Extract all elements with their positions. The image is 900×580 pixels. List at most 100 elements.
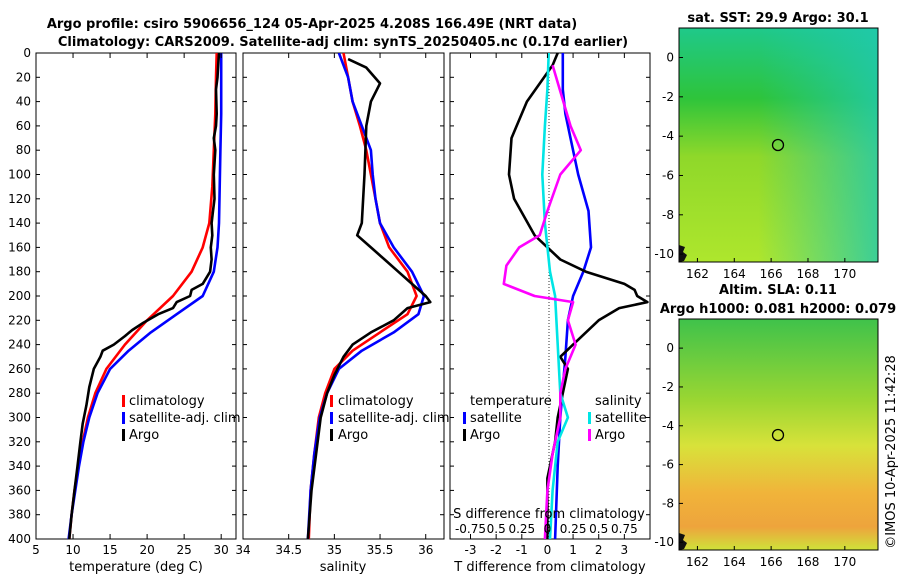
depth-tick-label: 320 <box>8 435 31 449</box>
map-lat-label: -8 <box>662 208 674 222</box>
map-lat-label: -2 <box>662 380 674 394</box>
x-tick-label: 10 <box>65 543 80 557</box>
legend-label-satellite: satellite-adj. clim <box>129 411 241 426</box>
legend-label-s-satellite: satellite <box>595 411 647 426</box>
depth-tick-label: 240 <box>8 338 31 352</box>
depth-tick-label: 400 <box>8 532 31 546</box>
depth-tick-label: 220 <box>8 313 31 327</box>
s-scale-label: 0.25 <box>560 522 587 536</box>
map-lat-label: -10 <box>654 247 674 261</box>
imos-timestamp: ©IMOS 10-Apr-2025 11:42:28 <box>884 355 899 549</box>
sst-map-land <box>679 245 687 262</box>
map-lat-label: -8 <box>662 496 674 510</box>
sla-map-axes: 0 -2 -4 -6 -8 -10 162 164 166 168 170 <box>654 341 856 569</box>
map-lon-label: 162 <box>686 267 709 281</box>
legend-swatch-climatology <box>330 395 333 407</box>
sst-map-argo-marker <box>771 138 785 152</box>
depth-tick-label: 280 <box>8 386 31 400</box>
map-lat-label: -4 <box>662 419 674 433</box>
legend-label-climatology: climatology <box>129 394 205 409</box>
legend-swatch-t-argo <box>463 429 466 441</box>
depth-tick-label: 100 <box>8 168 31 182</box>
x-tick-label: 25 <box>177 543 192 557</box>
x-tick-label: 5 <box>32 543 40 557</box>
difference-series <box>502 53 649 539</box>
depth-axis: 0 20 40 60 80 100 120 140 160 180 200 220 240 260 280 3… <box>8 46 650 546</box>
map-lon-label: 170 <box>833 555 856 569</box>
depth-tick-label: 0 <box>23 46 31 60</box>
x-tick-label: 34 <box>235 543 250 557</box>
depth-tick-label: 160 <box>8 240 31 254</box>
legend-swatch-argo <box>330 429 333 441</box>
depth-tick-label: 300 <box>8 411 31 425</box>
x-tick-label: -2 <box>490 543 502 557</box>
x-tick-label: -1 <box>516 543 528 557</box>
sst-map <box>678 27 879 263</box>
x-tick-label: 30 <box>214 543 229 557</box>
sla-map-argo-marker <box>771 428 785 442</box>
depth-tick-label: 20 <box>16 70 31 84</box>
map-lon-label: 164 <box>723 267 746 281</box>
depth-tick-label: 40 <box>16 95 31 109</box>
s-scale-label: 0 <box>544 522 552 536</box>
temperature-plot-frame <box>35 52 237 540</box>
salinity-plot-frame <box>242 52 445 540</box>
x-tick-label: 34.5 <box>275 543 302 557</box>
series-line-s-satellite <box>540 53 570 539</box>
legend-swatch-s-argo <box>588 429 591 441</box>
s-scale-label: -0.75 <box>455 522 486 536</box>
salinity-xlabel: salinity <box>320 560 367 575</box>
legend-swatch-satellite <box>122 412 125 424</box>
legend-swatch-satellite <box>330 412 333 424</box>
map-lat-label: -10 <box>654 535 674 549</box>
map-lat-label: 0 <box>666 50 674 64</box>
x-axes: 5 10 15 20 25 30 34 34.5 35 35.5 36 -3 -2 -1 0 1 2 3 <box>32 53 628 557</box>
depth-tick-label: 80 <box>16 143 31 157</box>
series-line-argo <box>306 57 432 539</box>
map-lon-label: 168 <box>797 267 820 281</box>
series-line-s-argo <box>502 64 583 539</box>
x-tick-label: 3 <box>621 543 629 557</box>
map-lat-label: -2 <box>662 90 674 104</box>
legend-heading-salinity: salinity <box>595 394 642 409</box>
figure-title-line1: Argo profile: csiro 5906656_124 05-Apr-2… <box>47 17 577 32</box>
sla-map-field <box>679 319 878 550</box>
sst-map-title: sat. SST: 29.9 Argo: 30.1 <box>687 11 868 26</box>
x-tick-label: 35 <box>327 543 342 557</box>
s-scale-label: 0.5 <box>487 522 506 536</box>
legend-label-argo: Argo <box>129 428 159 443</box>
difference-legend: temperature satellite Argo salinity sate… <box>463 394 647 443</box>
legend-swatch-s-satellite <box>588 412 591 424</box>
legend-label-s-argo: Argo <box>595 428 625 443</box>
temperature-legend: climatology satellite-adj. clim Argo <box>122 394 241 443</box>
legend-label-argo: Argo <box>338 428 368 443</box>
depth-tick-label: 60 <box>16 119 31 133</box>
map-lon-label: 164 <box>723 555 746 569</box>
x-tick-label: 0 <box>544 543 552 557</box>
depth-tick-label: 380 <box>8 508 31 522</box>
difference-plot-frame <box>449 52 651 540</box>
depth-tick-label: 360 <box>8 483 31 497</box>
map-lon-label: 168 <box>797 555 820 569</box>
s-difference-label: S difference from climatology <box>453 507 645 522</box>
x-tick-label: 1 <box>569 543 577 557</box>
sst-map-axes: 0 -2 -4 -6 -8 -10 162 164 166 168 170 <box>654 50 856 281</box>
depth-tick-label: 180 <box>8 265 31 279</box>
x-tick-label: 20 <box>139 543 154 557</box>
depth-tick-label: 140 <box>8 216 31 230</box>
salinity-legend: climatology satellite-adj. clim Argo <box>330 394 450 443</box>
difference-xlabel: T difference from climatology <box>453 560 646 575</box>
x-tick-label: 15 <box>102 543 117 557</box>
figure-title-line2: Climatology: CARS2009. Satellite-adj cli… <box>58 35 628 50</box>
map-lat-label: 0 <box>666 341 674 355</box>
s-difference-scale: -0.75 0.5 0.25 0 0.25 0.5 0.75 <box>455 522 638 536</box>
depth-tick-label: 340 <box>8 459 31 473</box>
map-lat-label: -6 <box>662 168 674 182</box>
legend-label-t-satellite: satellite <box>470 411 522 426</box>
map-lat-label: -6 <box>662 458 674 472</box>
sla-map-title-line2: Argo h1000: 0.081 h2000: 0.079 <box>660 302 896 317</box>
salinity-series <box>306 53 432 539</box>
legend-heading-temperature: temperature <box>470 394 552 409</box>
map-lon-label: 166 <box>760 555 783 569</box>
sla-map-land <box>679 533 687 550</box>
